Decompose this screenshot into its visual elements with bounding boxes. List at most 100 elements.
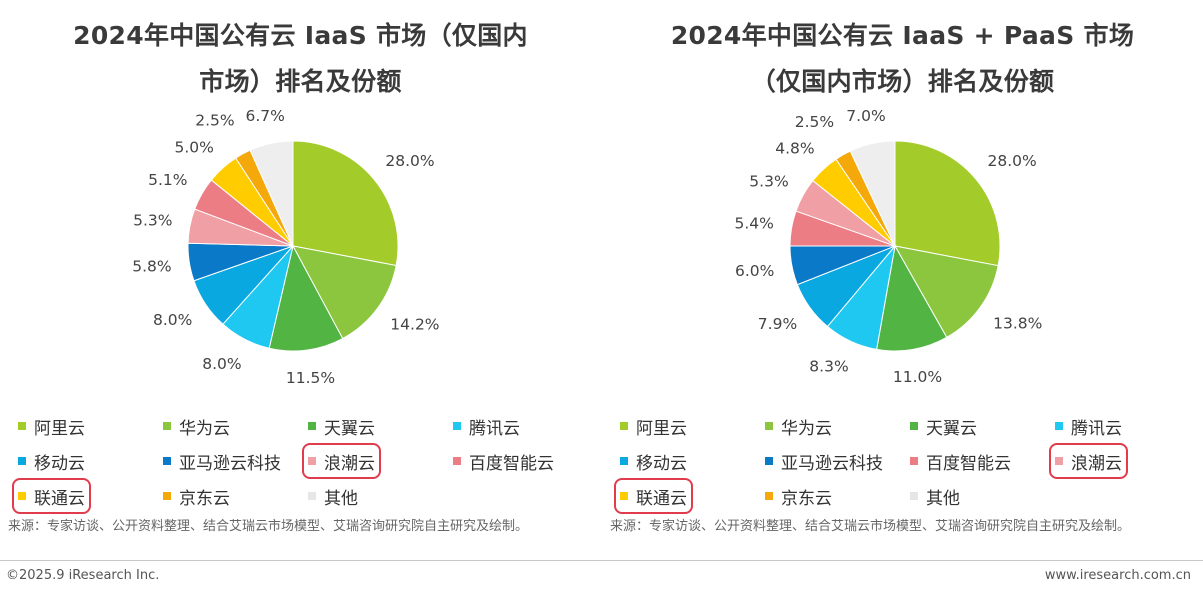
legend-swatch xyxy=(308,492,316,500)
chart-panel-iaas-paas: 2024年中国公有云 IaaS + PaaS 市场 （仅国内市场）排名及份额 2… xyxy=(602,0,1203,556)
legend-swatch xyxy=(620,422,628,430)
pie-slice-label: 13.8% xyxy=(993,315,1042,333)
legend-label: 阿里云 xyxy=(636,418,687,439)
pie-slice-label: 5.1% xyxy=(148,171,187,189)
legend-label: 其他 xyxy=(324,488,358,509)
legend-label: 浪潮云 xyxy=(324,453,375,474)
pie-slice-label: 28.0% xyxy=(988,152,1037,170)
legend-item: 华为云 xyxy=(765,414,832,439)
pie-slice-label: 2.5% xyxy=(795,113,834,131)
pie-slice-label: 5.3% xyxy=(133,212,172,230)
pie-slice-label: 5.4% xyxy=(735,215,774,233)
source-note: 来源：专家访谈、公开资料整理、结合艾瑞云市场模型、艾瑞咨询研究院自主研究及绘制。 xyxy=(610,519,1131,534)
source-note: 来源：专家访谈、公开资料整理、结合艾瑞云市场模型、艾瑞咨询研究院自主研究及绘制。 xyxy=(8,519,529,534)
legend-label: 天翼云 xyxy=(324,418,375,439)
pie-slice-label: 6.0% xyxy=(735,262,774,280)
pie-slice-label: 4.8% xyxy=(775,140,814,158)
chart-title-line-1: 2024年中国公有云 IaaS 市场（仅国内 xyxy=(73,21,528,50)
pie-slice-label: 2.5% xyxy=(195,111,234,129)
legend-label: 联通云 xyxy=(636,488,687,509)
legend-label: 亚马逊云科技 xyxy=(781,453,883,474)
chart-title-line-2: （仅国内市场）排名及份额 xyxy=(750,67,1055,96)
chart-panel-iaas: 2024年中国公有云 IaaS 市场（仅国内 市场）排名及份额 28.0% 14.… xyxy=(0,0,601,556)
chart-legend-iaas-paas: 阿里云 华为云 天翼云 腾讯云移动云 亚马逊云科技 百度智能云 浪潮云联通云 京东云 其他 xyxy=(602,414,1203,514)
footer-divider xyxy=(0,560,1203,561)
legend-label: 其他 xyxy=(926,488,960,509)
pie-slice xyxy=(849,140,896,247)
legend-label: 百度智能云 xyxy=(926,453,1011,474)
pie-chart-iaas-paas: 28.0% 13.8% 11.0% 8.3% 7.9% 6.0% 5.4% 5.3% 4.8% 2… xyxy=(735,107,1043,386)
legend-item: 腾讯云 xyxy=(1055,414,1122,439)
legend-item: 联通云 xyxy=(614,478,693,514)
legend-label: 阿里云 xyxy=(34,418,85,439)
legend-swatch xyxy=(620,492,628,500)
legend-swatch xyxy=(765,492,773,500)
legend-item: 腾讯云 xyxy=(453,414,520,439)
legend-item: 亚马逊云科技 xyxy=(765,449,883,474)
legend-swatch xyxy=(18,492,26,500)
chart-legend-iaas: 阿里云 华为云 天翼云 腾讯云移动云 亚马逊云科技 浪潮云 百度智能云联通云 京东云 其他 xyxy=(0,414,601,514)
legend-swatch xyxy=(453,457,461,465)
legend-swatch xyxy=(910,422,918,430)
legend-label: 浪潮云 xyxy=(1071,453,1122,474)
legend-item: 移动云 xyxy=(18,449,85,474)
legend-swatch xyxy=(910,457,918,465)
legend-label: 联通云 xyxy=(34,488,85,509)
legend-item: 天翼云 xyxy=(308,414,375,439)
legend-item: 京东云 xyxy=(765,484,832,509)
pie-slice-label: 8.0% xyxy=(153,311,192,329)
pie-slice-label: 8.0% xyxy=(202,355,241,373)
pie-slice-label: 11.0% xyxy=(893,368,942,386)
legend-label: 天翼云 xyxy=(926,418,977,439)
legend-label: 腾讯云 xyxy=(1071,418,1122,439)
legend-item: 移动云 xyxy=(620,449,687,474)
pie-slice-label: 5.0% xyxy=(175,138,214,156)
legend-item: 亚马逊云科技 xyxy=(163,449,281,474)
legend-swatch xyxy=(18,422,26,430)
pie-slice xyxy=(249,140,294,247)
pie-slice-label: 5.8% xyxy=(132,258,171,276)
legend-item: 浪潮云 xyxy=(302,443,381,479)
legend-item: 华为云 xyxy=(163,414,230,439)
legend-swatch xyxy=(163,422,171,430)
pie-slice xyxy=(894,245,999,339)
legend-label: 京东云 xyxy=(179,488,230,509)
legend-label: 移动云 xyxy=(34,453,85,474)
legend-swatch xyxy=(1055,422,1063,430)
legend-item: 天翼云 xyxy=(910,414,977,439)
pie-slice-label: 14.2% xyxy=(390,316,439,334)
legend-item: 百度智能云 xyxy=(453,449,554,474)
legend-item: 联通云 xyxy=(12,478,91,514)
pie-slice xyxy=(292,140,399,267)
pie-chart-iaas: 28.0% 14.2% 11.5% 8.0% 8.0% 5.8% 5.3% 5.1% 5.0% 2… xyxy=(132,107,439,387)
legend-item: 京东云 xyxy=(163,484,230,509)
pie-slice-label: 11.5% xyxy=(286,369,335,387)
legend-swatch xyxy=(910,492,918,500)
legend-label: 亚马逊云科技 xyxy=(179,453,281,474)
legend-swatch xyxy=(163,457,171,465)
footer-website[interactable]: www.iresearch.com.cn xyxy=(1044,568,1191,583)
pie-slice-label: 28.0% xyxy=(385,152,434,170)
legend-swatch xyxy=(1055,457,1063,465)
pie-slice-label: 6.7% xyxy=(246,107,285,125)
legend-swatch xyxy=(620,457,628,465)
legend-label: 华为云 xyxy=(179,418,230,439)
pie-slice-label: 7.0% xyxy=(846,107,885,125)
legend-label: 移动云 xyxy=(636,453,687,474)
legend-item: 阿里云 xyxy=(18,414,85,439)
legend-swatch xyxy=(765,457,773,465)
legend-label: 京东云 xyxy=(781,488,832,509)
legend-swatch xyxy=(765,422,773,430)
legend-item: 其他 xyxy=(308,484,358,509)
legend-swatch xyxy=(308,457,316,465)
legend-label: 百度智能云 xyxy=(469,453,554,474)
pie-slice-label: 5.3% xyxy=(749,173,788,191)
pie-slice xyxy=(268,244,344,352)
chart-title-line-1: 2024年中国公有云 IaaS + PaaS 市场 xyxy=(670,21,1135,50)
legend-swatch xyxy=(308,422,316,430)
legend-swatch xyxy=(163,492,171,500)
pie-slice xyxy=(876,244,948,352)
footer-copyright: ©2025.9 iResearch Inc. xyxy=(6,568,160,583)
pie-slice-label: 8.3% xyxy=(809,358,848,376)
legend-item: 浪潮云 xyxy=(1049,443,1128,479)
